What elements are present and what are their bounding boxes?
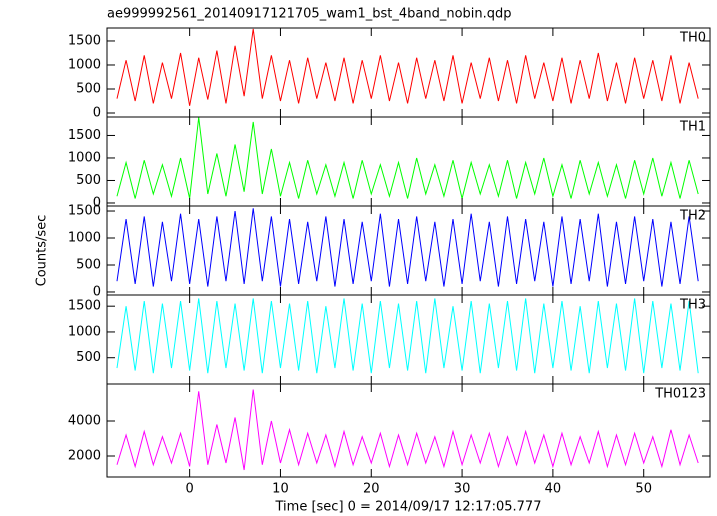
y-tick-label: 0 [93, 195, 101, 210]
y-tick-label: 0 [93, 284, 101, 299]
y-tick-label: 4000 [68, 413, 101, 428]
y-tick-label: 1500 [68, 128, 101, 143]
series-label: TH2 [679, 209, 706, 224]
y-tick-label: 500 [76, 350, 101, 365]
x-tick-label: 40 [545, 482, 562, 497]
y-tick-label: 500 [76, 257, 101, 272]
series-line [116, 298, 699, 374]
series-label: TH0 [679, 31, 706, 46]
y-tick-label: 2000 [68, 448, 101, 463]
series-label: TH1 [679, 120, 706, 135]
x-tick-label: 30 [454, 482, 471, 497]
panel-frame [106, 27, 711, 118]
series-line [116, 117, 699, 199]
x-tick-label: 20 [363, 482, 380, 497]
y-tick-label: 1000 [68, 150, 101, 165]
series-line [116, 389, 699, 471]
series-line [116, 28, 699, 106]
y-tick-label: 1500 [68, 33, 101, 48]
chart-title: ae999992561_20140917121705_wam1_bst_4ban… [107, 7, 512, 22]
y-axis-label: Counts/sec [35, 215, 50, 287]
y-tick-label: 1000 [68, 57, 101, 72]
panel-frame [106, 205, 711, 296]
y-tick-label: 1000 [68, 324, 101, 339]
series-line [116, 208, 699, 287]
y-tick-label: 1500 [68, 204, 101, 219]
y-tick-label: 500 [76, 81, 101, 96]
series-label: TH3 [679, 298, 706, 313]
y-tick-label: 500 [76, 173, 101, 188]
y-tick-label: 1500 [68, 299, 101, 314]
x-axis-label: Time [sec] 0 = 2014/09/17 12:17:05.777 [275, 500, 542, 515]
series-label: TH0123 [654, 387, 706, 402]
y-tick-label: 1000 [68, 231, 101, 246]
x-tick-label: 0 [185, 482, 193, 497]
x-tick-label: 50 [635, 482, 652, 497]
y-tick-label: 0 [93, 106, 101, 121]
x-tick-label: 10 [272, 482, 289, 497]
panel-frame [106, 383, 711, 478]
